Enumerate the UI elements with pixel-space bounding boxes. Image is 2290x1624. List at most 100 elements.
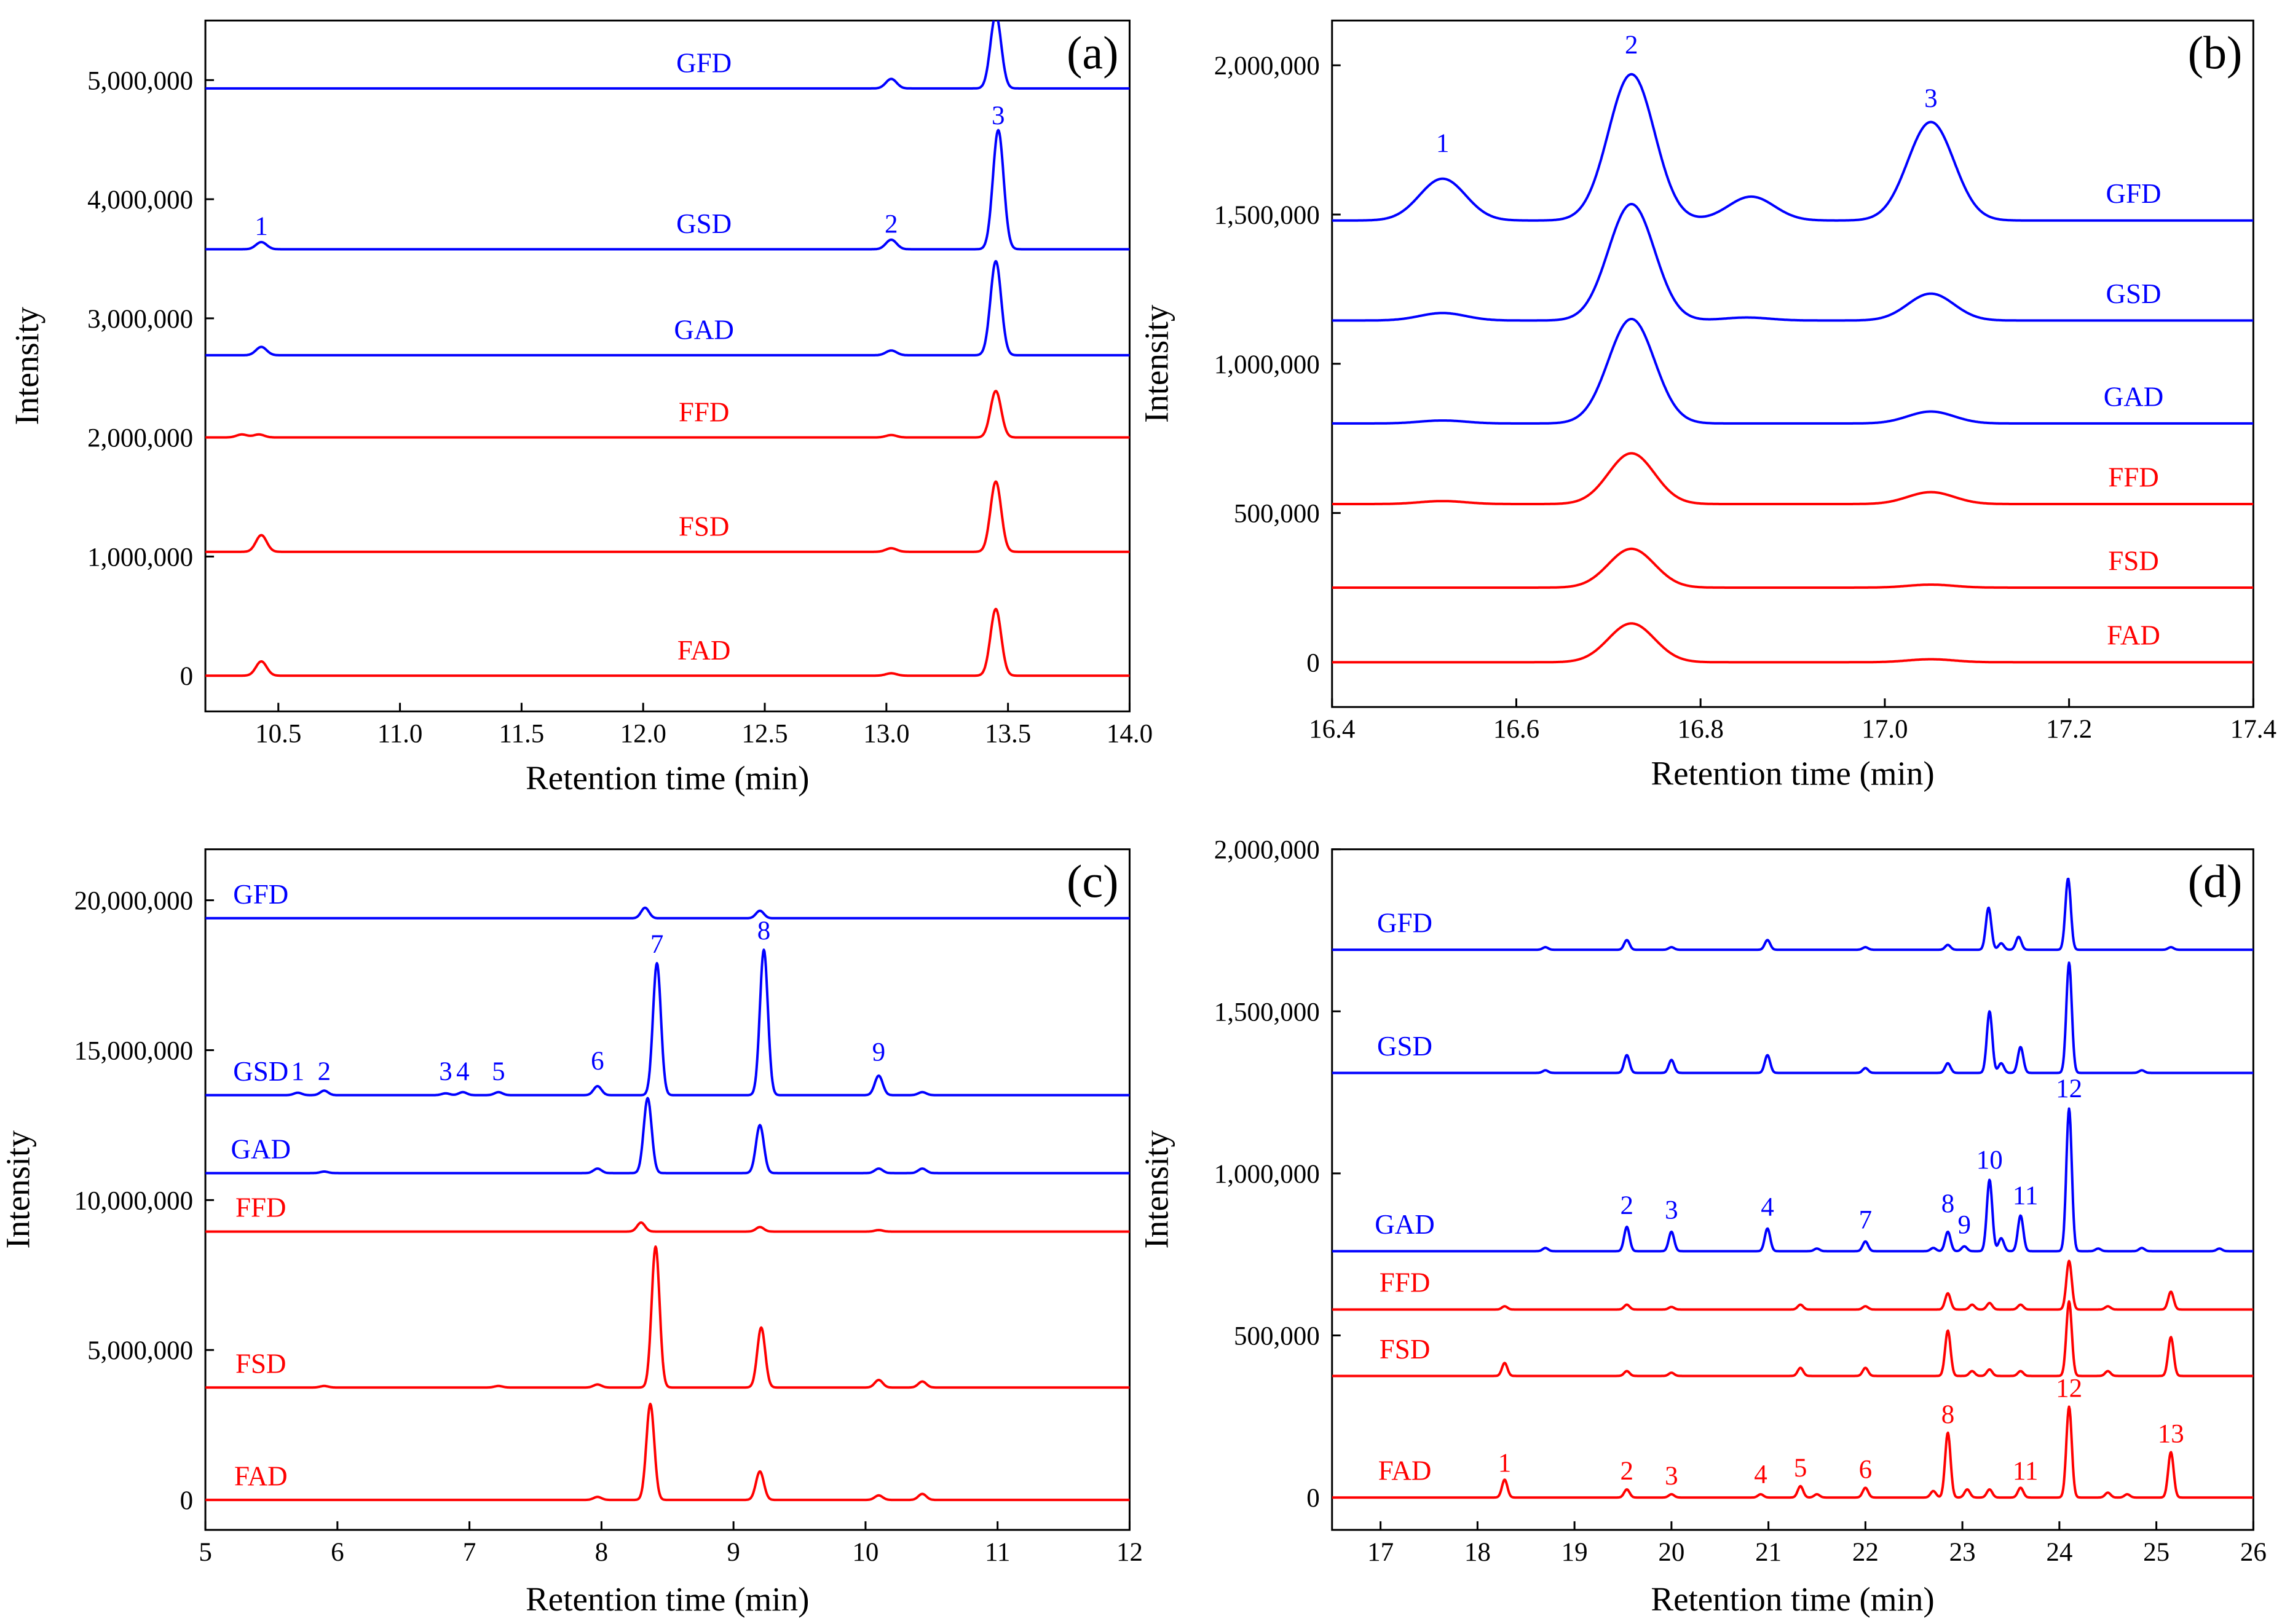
peak-number-label: 2	[318, 1057, 331, 1086]
trace-ffd	[205, 1221, 1130, 1233]
x-tick-label: 12.0	[620, 719, 666, 748]
x-axis-title: Retention time (min)	[1651, 755, 1934, 792]
y-tick-label: 15,000,000	[74, 1036, 194, 1065]
x-tick-label: 17.0	[1862, 715, 1908, 744]
trace-gfd	[1332, 73, 2254, 222]
series-label-gad: GAD	[1375, 1209, 1435, 1240]
series-label-gfd: GFD	[2106, 178, 2162, 209]
x-tick-label: 6	[331, 1538, 344, 1567]
trace-fad	[205, 607, 1130, 677]
x-tick-label: 10	[852, 1538, 878, 1567]
series-label-fad: FAD	[234, 1460, 288, 1491]
y-axis-title: Intensity	[0, 1130, 37, 1249]
x-tick-label: 7	[463, 1538, 476, 1567]
y-tick-label: 2,000,000	[87, 424, 193, 453]
x-tick-label: 11.5	[499, 719, 545, 748]
y-tick-label: 20,000,000	[74, 887, 194, 916]
trace-ffd	[1332, 452, 2254, 505]
y-axis-title: Intensity	[1137, 304, 1175, 423]
x-tick-label: 16.8	[1678, 715, 1724, 744]
peak-number-label: 2	[1625, 31, 1638, 60]
trace-fsd	[1332, 547, 2254, 589]
peak-number-label: 4	[1761, 1192, 1774, 1221]
peak-number-label: 2	[885, 210, 898, 238]
x-tick-label: 18	[1464, 1538, 1491, 1567]
trace-gsd	[205, 948, 1130, 1097]
trace-gad	[205, 1097, 1130, 1175]
y-tick-label: 0	[180, 1486, 194, 1515]
series-label-gsd: GSD	[676, 208, 732, 239]
peak-number-label: 8	[1941, 1189, 1955, 1218]
trace-gad	[1332, 1107, 2254, 1253]
trace-gsd	[1332, 961, 2254, 1074]
y-tick-label: 0	[1306, 648, 1320, 677]
series-label-gsd: GSD	[2106, 278, 2162, 309]
x-tick-label: 21	[1755, 1538, 1782, 1567]
x-tick-label: 16.4	[1309, 715, 1355, 744]
peak-number-label: 7	[650, 930, 664, 959]
peak-number-label: 6	[1859, 1456, 1873, 1484]
y-tick-label: 500,000	[1234, 500, 1320, 529]
y-axis-title: Intensity	[1137, 1130, 1175, 1249]
series-label-gad: GAD	[231, 1134, 291, 1165]
x-tick-label: 17.2	[2046, 715, 2092, 744]
plot-frame	[204, 19, 1131, 712]
x-tick-label: 12.5	[741, 719, 788, 748]
panel-d: 17 18 19 20 21 22 23 24 25 260500,0001,000,0001,5…	[1137, 836, 2266, 1618]
y-tick-label: 3,000,000	[87, 305, 193, 334]
peak-number-label: 3	[992, 101, 1005, 130]
series-label-fsd: FSD	[679, 511, 730, 542]
y-tick-label: 5,000,000	[87, 66, 193, 95]
peak-number-label: 8	[757, 916, 771, 945]
peak-number-label: 7	[1859, 1206, 1873, 1235]
x-axis-title: Retention time (min)	[526, 1580, 809, 1618]
series-label-ffd: FFD	[235, 1192, 286, 1223]
trace-ffd	[1332, 1259, 2254, 1311]
peak-number-label: 5	[492, 1057, 505, 1086]
panel-label: (d)	[2188, 856, 2243, 908]
x-tick-label: 14.0	[1107, 719, 1153, 748]
peak-number-label: 11	[2013, 1457, 2038, 1486]
series-label-fsd: FSD	[235, 1348, 286, 1379]
peak-number-label: 2	[1621, 1191, 1634, 1220]
x-tick-label: 5	[199, 1538, 212, 1567]
series-label-gfd: GFD	[676, 48, 732, 79]
y-tick-label: 10,000,000	[74, 1186, 194, 1215]
x-tick-label: 17.4	[2230, 715, 2276, 744]
panel-a: 10.5 11.0 11.5 12.0 12.5 13.0 13.5 14.0 0 1,000,0…	[8, 19, 1153, 797]
peak-number-label: 1	[255, 212, 268, 241]
y-tick-label: 5,000,000	[87, 1336, 193, 1365]
series-label-gsd: GSD	[1377, 1031, 1432, 1062]
peak-number-label: 3	[1665, 1462, 1678, 1491]
peak-number-label: 3	[439, 1057, 452, 1086]
peak-number-label: 12	[2056, 1074, 2082, 1103]
peak-number-label: 1	[1436, 129, 1450, 158]
trace-gfd	[205, 906, 1130, 920]
panel-label: (a)	[1067, 27, 1118, 79]
y-tick-label: 2,000,000	[1214, 836, 1320, 865]
y-tick-label: 1,000,000	[87, 543, 193, 572]
x-tick-label: 17	[1367, 1538, 1394, 1567]
peak-number-label: 9	[872, 1038, 886, 1067]
peak-number-label: 9	[1958, 1210, 1972, 1239]
x-tick-label: 13.5	[985, 719, 1031, 748]
peak-number-label: 3	[1924, 84, 1938, 113]
x-tick-label: 9	[727, 1538, 740, 1567]
panel-c: 5 6 7 8 9 10 11 1205,000,00010,000,00015,000,00…	[0, 848, 1143, 1618]
series-label-ffd: FFD	[1380, 1267, 1431, 1298]
series-label-fad: FAD	[1378, 1456, 1432, 1486]
peak-number-label: 10	[1976, 1146, 2003, 1175]
x-tick-label: 20	[1658, 1538, 1684, 1567]
y-tick-label: 500,000	[1234, 1322, 1320, 1351]
x-tick-label: 26	[2240, 1538, 2267, 1567]
y-tick-label: 4,000,000	[87, 186, 193, 215]
peak-number-label: 1	[1498, 1449, 1512, 1478]
x-tick-label: 12	[1116, 1538, 1143, 1567]
trace-gfd	[1332, 877, 2254, 952]
trace-gsd	[1332, 203, 2254, 322]
series-label-ffd: FFD	[679, 396, 730, 427]
panel-b: 16.4 16.6 16.8 17.0 17.2 17.4 0 500,000 1,000,00…	[1137, 19, 2276, 792]
peak-number-label: 1	[291, 1057, 305, 1086]
peak-number-label: 4	[456, 1057, 470, 1086]
